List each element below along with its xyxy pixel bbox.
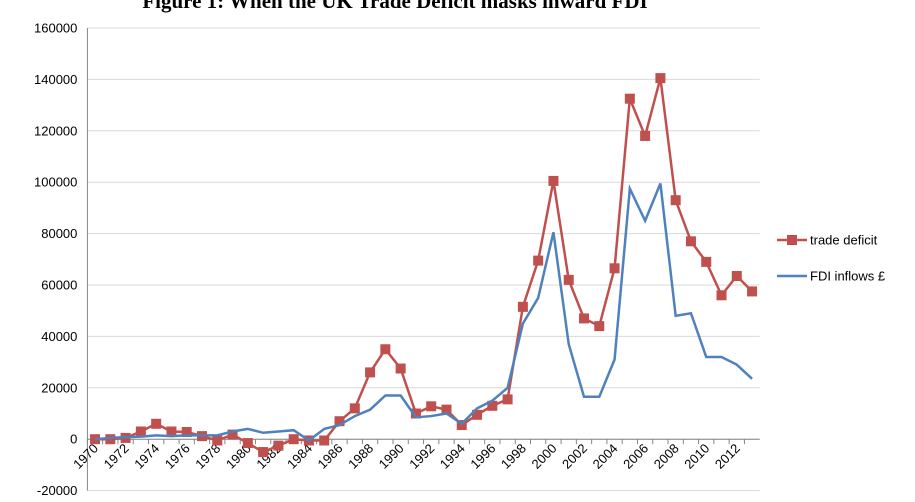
- marker: [273, 440, 284, 451]
- y-tick-label: 0: [70, 432, 77, 447]
- marker: [334, 416, 345, 427]
- marker: [685, 236, 696, 247]
- marker: [227, 429, 238, 440]
- x-tick-label: 1994: [437, 441, 468, 472]
- marker: [349, 403, 360, 414]
- y-tick-label: 60000: [41, 278, 77, 293]
- x-tick-label: 1988: [345, 441, 376, 472]
- x-tick-label: 1972: [101, 441, 132, 472]
- marker: [655, 73, 666, 84]
- marker: [609, 263, 620, 274]
- series-line: [95, 77, 753, 454]
- chart-title: Figure 1: When the UK Trade Deficit mask…: [142, 0, 647, 13]
- legend-label: trade deficit: [810, 233, 878, 248]
- marker: [212, 435, 223, 446]
- marker: [426, 401, 437, 412]
- marker: [594, 321, 605, 332]
- marker: [624, 93, 635, 104]
- y-tick-label: 160000: [34, 21, 77, 36]
- x-tick-label: 2012: [712, 441, 743, 472]
- marker: [579, 313, 589, 324]
- marker: [731, 271, 742, 282]
- marker: [548, 175, 559, 186]
- marker: [288, 434, 299, 445]
- marker: [701, 256, 712, 267]
- legend-label: FDI inflows £: [810, 269, 886, 284]
- marker: [640, 130, 651, 141]
- x-tick-label: 1974: [131, 441, 162, 472]
- marker: [563, 274, 574, 285]
- marker: [533, 255, 544, 266]
- series-line: [94, 183, 753, 443]
- marker: [319, 435, 330, 446]
- marker: [502, 394, 513, 405]
- marker: [166, 426, 177, 437]
- x-tick-label: 2006: [620, 441, 651, 472]
- x-tick-label: 2004: [590, 441, 621, 472]
- marker: [105, 434, 116, 445]
- marker: [135, 426, 146, 437]
- x-tick-label: 1992: [406, 441, 437, 472]
- marker: [517, 301, 528, 312]
- legend-marker: [787, 235, 797, 245]
- x-tick-label: 2002: [559, 441, 590, 472]
- x-tick-label: 1998: [498, 441, 529, 472]
- marker: [716, 290, 727, 301]
- marker: [487, 400, 498, 411]
- x-tick-label: 1976: [162, 441, 193, 472]
- y-tick-label: 120000: [34, 123, 77, 138]
- x-tick-label: 1996: [467, 441, 498, 472]
- marker: [472, 409, 483, 420]
- y-tick-label: 100000: [34, 175, 77, 190]
- marker: [380, 344, 391, 355]
- x-tick-label: 2008: [651, 441, 682, 472]
- marker: [747, 286, 758, 297]
- x-tick-label: 1990: [376, 441, 407, 472]
- marker: [395, 363, 406, 374]
- marker: [258, 447, 269, 458]
- y-tick-label: -20000: [37, 483, 77, 498]
- marker: [151, 418, 162, 429]
- x-tick-label: 2000: [529, 441, 560, 472]
- marker: [410, 408, 421, 419]
- marker: [670, 195, 681, 206]
- y-tick-label: 140000: [34, 72, 77, 87]
- marker: [365, 367, 376, 378]
- y-tick-label: 40000: [41, 329, 77, 344]
- y-tick-label: 80000: [41, 226, 77, 241]
- y-tick-label: 20000: [41, 380, 77, 395]
- marker: [181, 427, 192, 438]
- marker: [242, 438, 253, 449]
- marker: [441, 404, 452, 415]
- x-tick-label: 2010: [681, 441, 712, 472]
